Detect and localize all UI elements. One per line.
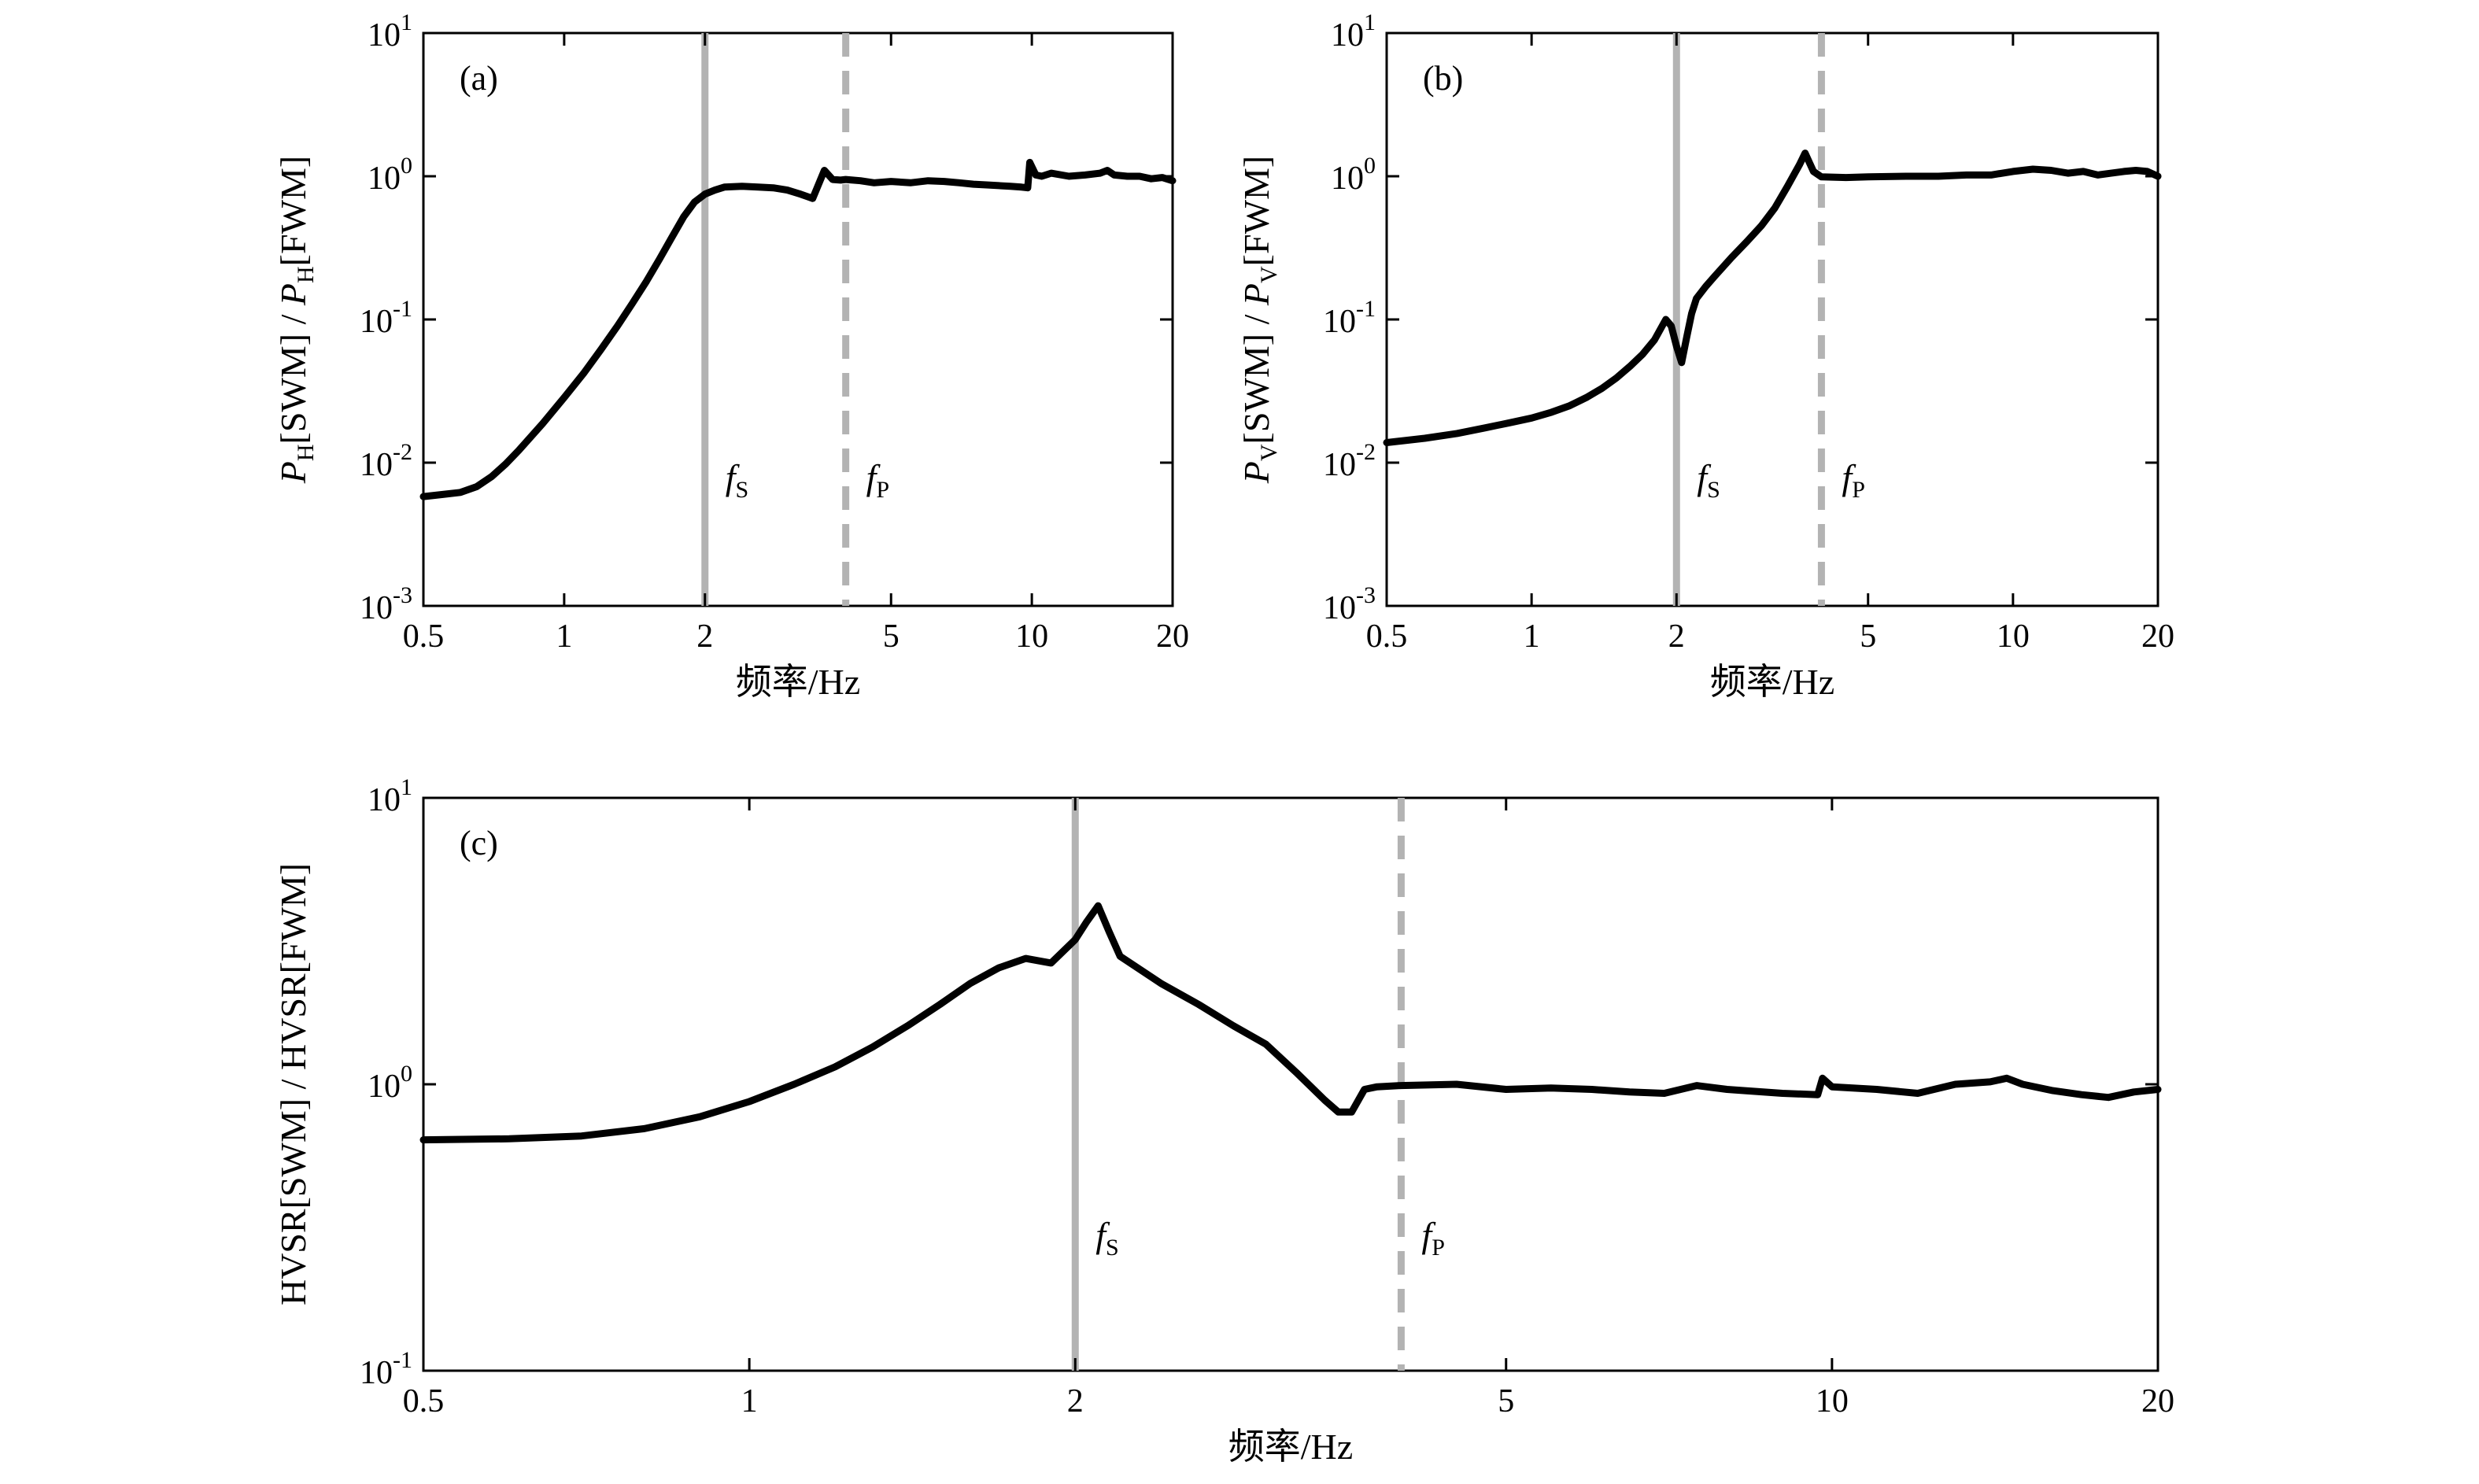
x-tick-label: 2 — [696, 618, 713, 655]
x-tick-label: 5 — [1860, 618, 1876, 655]
x-tick-label: 20 — [2141, 618, 2174, 655]
panel-label: (c) — [460, 824, 498, 862]
x-tick-label: 5 — [883, 618, 900, 655]
y-tick-label: 10-1 — [360, 296, 412, 340]
y-tick-label: 10-2 — [1323, 439, 1376, 483]
y-tick-label: 101 — [368, 774, 412, 818]
x-tick-label: 20 — [1156, 618, 1189, 655]
y-axis-label: HVSR[SWM] / HVSR[FWM] — [273, 863, 313, 1305]
y-tick-label: 100 — [1331, 153, 1376, 197]
y-tick-label: 100 — [368, 153, 412, 197]
y-tick-label: 10-1 — [360, 1347, 412, 1391]
x-tick-label: 2 — [1067, 1383, 1084, 1419]
x-tick-label: 10 — [1816, 1383, 1849, 1419]
panel-label: (a) — [460, 59, 498, 98]
y-tick-label: 10-1 — [1323, 296, 1376, 340]
y-tick-label: 10-2 — [360, 439, 412, 483]
panel-label: (b) — [1423, 59, 1463, 98]
x-tick-label: 0.5 — [403, 618, 445, 655]
y-tick-label: 10-3 — [1323, 582, 1376, 626]
y-tick-label: 100 — [368, 1061, 412, 1105]
x-tick-label: 1 — [741, 1383, 758, 1419]
x-tick-label: 5 — [1498, 1383, 1514, 1419]
x-tick-label: 1 — [556, 618, 572, 655]
data-curve — [1383, 150, 2162, 446]
x-tick-label: 0.5 — [403, 1383, 445, 1419]
x-axis-label: 频率/Hz — [1228, 1427, 1353, 1467]
y-axis-label: PV[SWM] / PV[FWM] — [1236, 156, 1282, 484]
x-axis-label: 频率/Hz — [736, 662, 860, 702]
data-curve — [419, 902, 2162, 1144]
data-curve — [419, 158, 1177, 500]
x-tick-label: 10 — [1015, 618, 1048, 655]
y-axis-label: PH[SWM] / PH[FWM] — [273, 156, 319, 484]
x-tick-label: 20 — [2141, 1383, 2174, 1419]
y-tick-label: 101 — [1331, 9, 1376, 54]
y-tick-label: 10-3 — [360, 582, 412, 626]
x-tick-label: 10 — [1997, 618, 2030, 655]
x-axis-label: 频率/Hz — [1710, 662, 1834, 702]
y-tick-label: 101 — [368, 9, 412, 54]
x-tick-label: 0.5 — [1366, 618, 1408, 655]
x-tick-label: 2 — [1668, 618, 1685, 655]
x-tick-label: 1 — [1524, 618, 1540, 655]
